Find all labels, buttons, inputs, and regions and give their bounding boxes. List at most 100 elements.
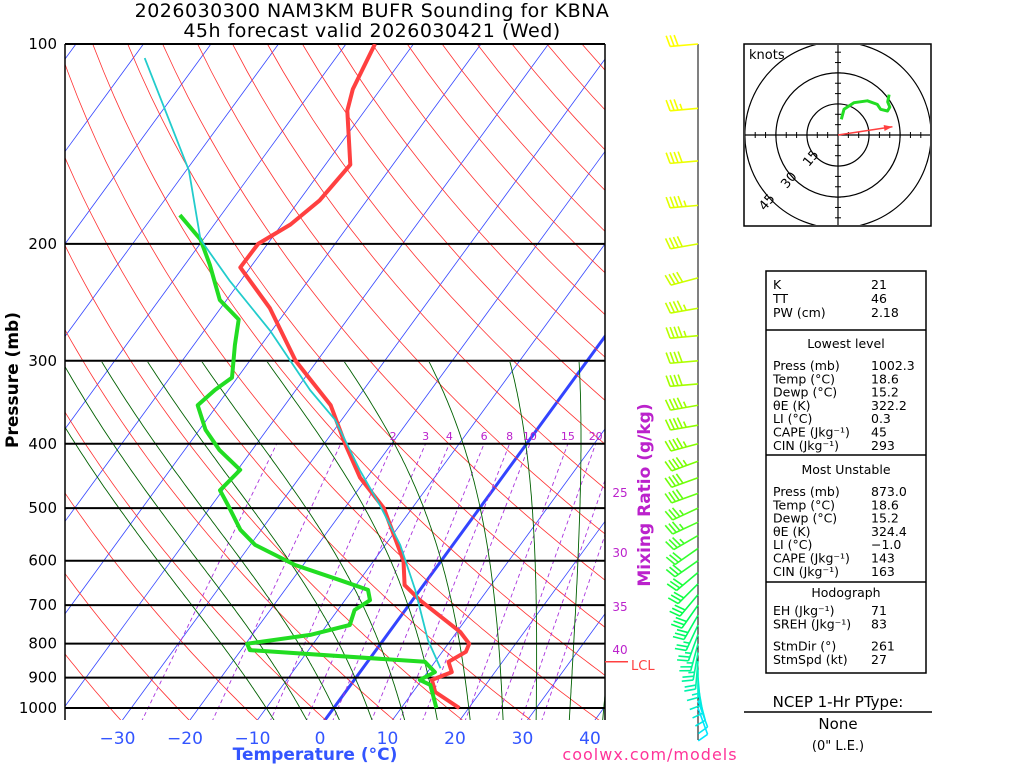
wind-barbs — [664, 34, 709, 742]
isotherm-line — [65, 44, 144, 153]
storm-motion-vector — [837, 125, 893, 136]
wind-barb-full — [664, 440, 672, 452]
isotherm-line — [323, 333, 605, 720]
wind-barb-full — [664, 461, 673, 472]
wind-barb — [667, 583, 699, 605]
pressure-lines — [64, 43, 606, 720]
stat-value: −1.0 — [871, 537, 901, 552]
isotherm-line — [65, 44, 482, 615]
mixing-ratio-axis-title: Mixing Ratio (g/kg) — [635, 403, 655, 586]
wind-barb-full — [671, 507, 681, 518]
stat-value: 322.2 — [871, 398, 907, 413]
wind-barb-full — [667, 597, 679, 605]
wind-barb-full — [669, 196, 675, 208]
wind-barb-full — [672, 398, 680, 410]
wind-barb-staff — [676, 571, 699, 592]
stat-label: EH (Jkg⁻¹) — [773, 603, 835, 618]
hodograph-trace — [839, 94, 892, 120]
wind-barb-full — [668, 509, 677, 519]
mixing-ratio-label: 3 — [422, 430, 429, 443]
wind-barb-staff — [670, 160, 699, 165]
wind-barb-full — [664, 302, 672, 314]
wind-barb-full — [672, 236, 680, 248]
temperature-profile-line — [238, 44, 472, 710]
ptype-amount: (0" L.E.) — [812, 739, 864, 754]
wind-barb-half — [682, 401, 687, 408]
dry-adiabat-line — [92, 44, 605, 676]
moist-adiabat-line — [201, 362, 406, 720]
wind-barb-full — [665, 327, 671, 339]
dry-adiabat-line — [127, 44, 605, 628]
title-line-1: 2026030300 NAM3KM BUFR Sounding for KBNA — [135, 0, 610, 22]
mixing-ratio-line — [520, 478, 605, 720]
wind-barb-staff — [689, 643, 699, 671]
stat-value: 71 — [871, 603, 887, 618]
stat-value: 2.18 — [871, 305, 899, 320]
stat-value: 15.2 — [871, 385, 899, 400]
wind-barb-staff — [670, 43, 699, 48]
isotherm-line — [257, 243, 605, 720]
wind-barb-staff — [681, 604, 699, 629]
wind-barb-full — [673, 374, 679, 386]
stats-section-heading: Lowest level — [807, 336, 884, 351]
wind-barb — [664, 437, 699, 452]
wind-barb-full — [668, 491, 677, 502]
wind-barb-full — [669, 35, 675, 47]
wind-barb-full — [670, 623, 683, 629]
wind-barb — [664, 473, 699, 489]
wind-barb — [670, 604, 699, 629]
mixing-ratio-label: 6 — [481, 430, 488, 443]
wind-barb-full — [669, 580, 681, 589]
wind-barb — [664, 300, 699, 314]
wind-barb-staff — [683, 614, 699, 640]
wind-barb-staff — [671, 476, 699, 489]
moist-adiabat-label: 25 — [612, 486, 627, 500]
wind-barb — [664, 507, 699, 521]
isotherm-line — [392, 428, 605, 720]
wind-barb-staff — [674, 560, 699, 578]
wind-barb-staff — [670, 307, 699, 314]
stat-value: 15.2 — [871, 511, 899, 526]
wind-barb-full — [676, 628, 689, 634]
dry-adiabat-line — [65, 411, 327, 720]
stat-value: 18.6 — [871, 371, 899, 386]
stat-label: LI (°C) — [773, 537, 812, 552]
wind-barb — [665, 547, 699, 566]
wind-barb-full — [682, 675, 694, 679]
stat-label: Dewp (°C) — [773, 385, 837, 400]
stat-value: 873.0 — [871, 484, 907, 499]
moist-adiabat-line — [101, 362, 340, 720]
wind-barb-half — [684, 651, 692, 655]
wind-barb-full — [664, 477, 673, 488]
y-axis-title: Pressure (mb) — [3, 312, 23, 448]
wind-barb-full — [675, 489, 684, 500]
pressure-tick-label: 500 — [28, 499, 57, 517]
wind-barb-full — [672, 438, 680, 450]
stat-label: CAPE (Jkg⁻¹) — [773, 425, 850, 440]
wind-barb-full — [677, 374, 683, 386]
wind-barb-full — [671, 474, 680, 486]
wind-barb-full — [676, 271, 684, 283]
wind-barb-full — [678, 655, 690, 658]
stat-label: K — [773, 277, 782, 292]
temperature-tick-label: 30 — [512, 729, 534, 749]
wind-barb-full — [668, 459, 677, 470]
wind-barb — [679, 643, 699, 672]
stat-value: 27 — [871, 652, 887, 667]
wind-barb-full — [668, 237, 676, 249]
mixing-ratio-label: 10 — [523, 430, 537, 443]
dry-adiabat-line — [197, 44, 605, 535]
moist-adiabat-line — [65, 365, 308, 720]
wind-barb-full — [673, 351, 679, 363]
moist-adiabat-line — [568, 362, 582, 720]
wind-barb — [664, 489, 699, 504]
stats-section-heading: Hodograph — [811, 585, 880, 600]
wind-barb-staff — [672, 507, 699, 521]
wind-barb — [664, 417, 699, 431]
mixing-ratio-line — [212, 443, 342, 720]
wind-barb-staff — [670, 360, 699, 365]
stat-value: 261 — [871, 639, 895, 654]
wind-barb-staff — [671, 460, 699, 472]
wind-barb-full — [668, 398, 676, 410]
isotherm-line — [459, 520, 605, 720]
